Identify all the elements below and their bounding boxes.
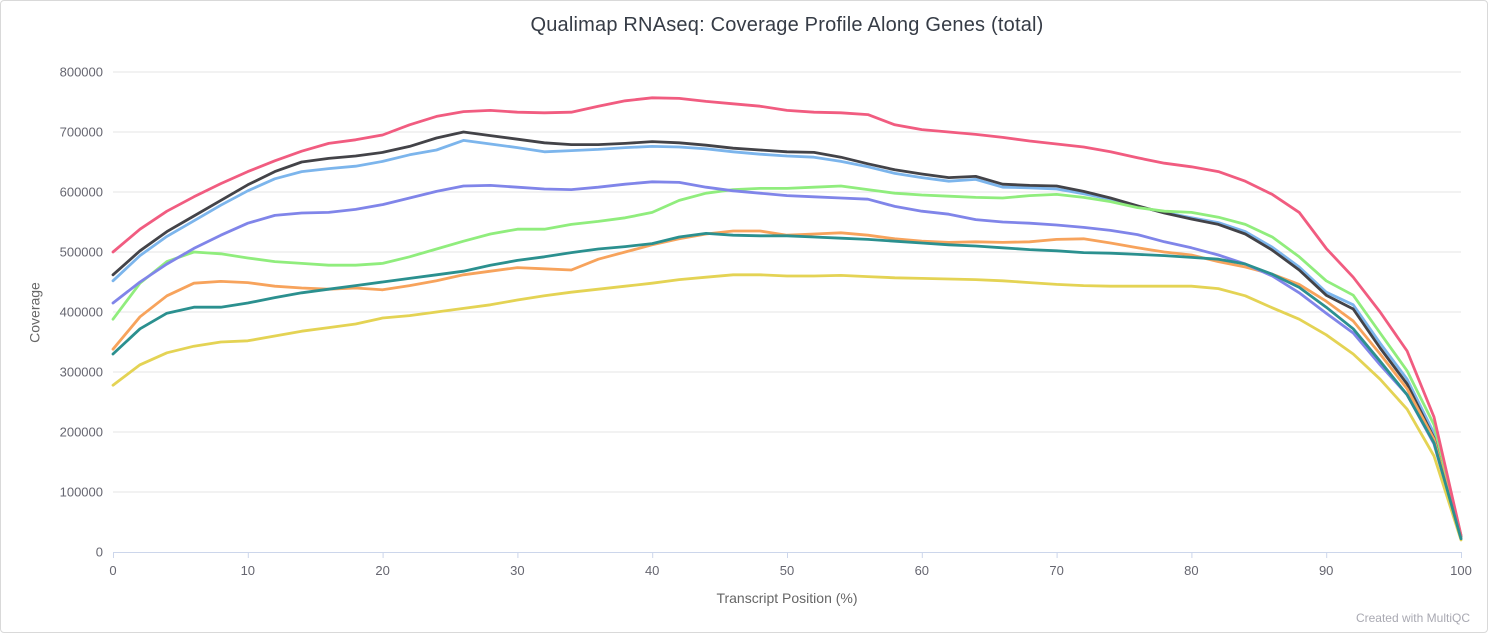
series-line-series-6 (111, 96, 1463, 537)
y-tick-label: 100000 (60, 485, 103, 500)
series-line-series-2 (111, 130, 1463, 539)
series-line-series-3 (111, 184, 1463, 537)
multiqc-credit: Created with MultiQC (1355, 611, 1470, 625)
y-tick-label: 300000 (60, 365, 103, 380)
y-tick-label: 0 (96, 545, 103, 560)
series-line-series-8 (111, 231, 1463, 541)
x-tick-label: 100 (1450, 563, 1472, 578)
y-tick-label: 700000 (60, 125, 103, 140)
x-axis-title: Transcript Position (%) (716, 590, 858, 606)
x-tick-label: 10 (241, 563, 255, 578)
x-tick-label: 80 (1184, 563, 1198, 578)
series-line-series-1 (111, 138, 1463, 538)
chart-title: Qualimap RNAseq: Coverage Profile Along … (530, 14, 1044, 36)
y-tick-label: 400000 (60, 305, 103, 320)
x-tick-label: 40 (645, 563, 659, 578)
x-tick-label: 20 (375, 563, 389, 578)
series-line-series-7 (111, 273, 1463, 542)
y-tick-label: 800000 (60, 65, 103, 80)
y-tick-label: 600000 (60, 185, 103, 200)
x-tick-label: 90 (1319, 563, 1333, 578)
x-tick-label: 0 (109, 563, 116, 578)
y-tick-label: 200000 (60, 425, 103, 440)
y-tick-label: 500000 (60, 245, 103, 260)
x-tick-label: 60 (915, 563, 929, 578)
x-tick-label: 50 (780, 563, 794, 578)
x-tick-label: 30 (510, 563, 524, 578)
x-tick-label: 70 (1049, 563, 1063, 578)
